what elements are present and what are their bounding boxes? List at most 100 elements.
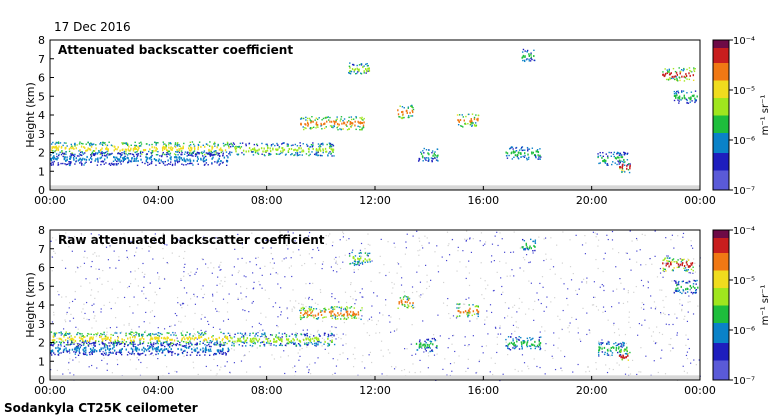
noise-pixel (256, 347, 258, 349)
noise-pixel (654, 308, 657, 310)
backscatter-pixel (82, 143, 84, 145)
backscatter-pixel (127, 351, 130, 353)
backscatter-pixel (192, 164, 194, 166)
noise-pixel (512, 251, 515, 253)
backscatter-pixel (216, 342, 219, 344)
backscatter-pixel (327, 342, 329, 345)
backscatter-pixel (180, 147, 182, 150)
backscatter-pixel (359, 262, 362, 265)
backscatter-pixel (219, 345, 222, 347)
backscatter-pixel (597, 351, 600, 354)
backscatter-pixel (431, 159, 433, 162)
colorbar-segment (713, 157, 729, 161)
noise-pixel (309, 282, 311, 285)
noise-pixel (528, 280, 530, 282)
backscatter-pixel (462, 116, 465, 118)
backscatter-pixel (134, 144, 136, 147)
backscatter-pixel (74, 163, 76, 165)
noise-pixel (333, 258, 335, 260)
backscatter-pixel (349, 310, 352, 313)
backscatter-pixel (345, 123, 347, 126)
noise-pixel (141, 231, 143, 233)
backscatter-pixel (534, 241, 536, 243)
backscatter-pixel (409, 111, 411, 114)
noise-pixel (339, 267, 342, 270)
backscatter-pixel (101, 143, 103, 145)
noise-pixel (416, 291, 418, 293)
backscatter-pixel (79, 157, 81, 160)
backscatter-pixel (405, 296, 408, 298)
backscatter-pixel (128, 159, 130, 162)
backscatter-pixel (344, 308, 347, 311)
backscatter-pixel (359, 122, 362, 125)
backscatter-pixel (530, 347, 532, 350)
noise-pixel (336, 263, 339, 265)
backscatter-pixel (91, 337, 94, 340)
noise-pixel (162, 232, 165, 235)
backscatter-pixel (683, 267, 685, 270)
backscatter-pixel (94, 341, 97, 344)
backscatter-pixel (200, 332, 203, 335)
backscatter-pixel (668, 71, 670, 73)
noise-pixel (244, 309, 246, 312)
backscatter-pixel (133, 345, 135, 348)
backscatter-pixel (175, 344, 178, 347)
noise-pixel (76, 266, 78, 268)
backscatter-pixel (523, 156, 526, 158)
backscatter-pixel (273, 338, 275, 341)
noise-pixel (269, 262, 271, 264)
backscatter-pixel (57, 164, 59, 166)
backscatter-pixel (354, 120, 356, 123)
backscatter-pixel (140, 353, 142, 355)
noise-pixel (375, 332, 377, 334)
backscatter-pixel (261, 335, 263, 337)
backscatter-pixel (527, 153, 529, 156)
noise-pixel (332, 270, 335, 272)
backscatter-pixel (157, 339, 159, 342)
noise-pixel (312, 282, 314, 284)
backscatter-pixel (678, 97, 681, 100)
noise-pixel (683, 318, 685, 320)
noise-pixel (459, 261, 461, 263)
backscatter-pixel (166, 343, 168, 345)
colorbar-segment (713, 265, 729, 268)
noise-pixel (107, 347, 109, 349)
noise-pixel (539, 331, 541, 333)
noise-pixel (307, 298, 310, 300)
backscatter-pixel (55, 158, 57, 161)
backscatter-pixel (353, 257, 355, 260)
backscatter-pixel (50, 343, 52, 346)
noise-pixel (141, 271, 144, 274)
backscatter-pixel (212, 154, 214, 156)
backscatter-pixel (126, 354, 129, 356)
backscatter-pixel (133, 353, 135, 355)
noise-pixel (396, 262, 399, 264)
backscatter-pixel (520, 156, 522, 158)
backscatter-pixel (189, 160, 191, 163)
noise-pixel (99, 277, 101, 279)
backscatter-pixel (527, 148, 529, 150)
backscatter-pixel (102, 141, 104, 144)
noise-pixel (599, 286, 601, 288)
noise-pixel (331, 245, 334, 247)
noise-pixel (512, 306, 514, 308)
backscatter-pixel (275, 340, 278, 343)
noise-pixel (466, 230, 468, 232)
backscatter-pixel (215, 150, 217, 152)
noise-pixel (174, 312, 176, 315)
y-tick-label: 0 (38, 184, 45, 197)
backscatter-pixel (675, 260, 677, 263)
noise-pixel (308, 253, 310, 255)
noise-pixel (192, 236, 194, 238)
noise-pixel (419, 371, 422, 373)
backscatter-pixel (354, 68, 357, 71)
backscatter-pixel (62, 340, 64, 342)
backscatter-pixel (134, 348, 137, 351)
backscatter-pixel (279, 339, 281, 342)
backscatter-pixel (526, 49, 529, 52)
backscatter-pixel (187, 337, 190, 340)
noise-pixel (434, 251, 436, 253)
backscatter-pixel (622, 345, 624, 347)
backscatter-pixel (308, 150, 310, 153)
backscatter-pixel (604, 160, 606, 163)
